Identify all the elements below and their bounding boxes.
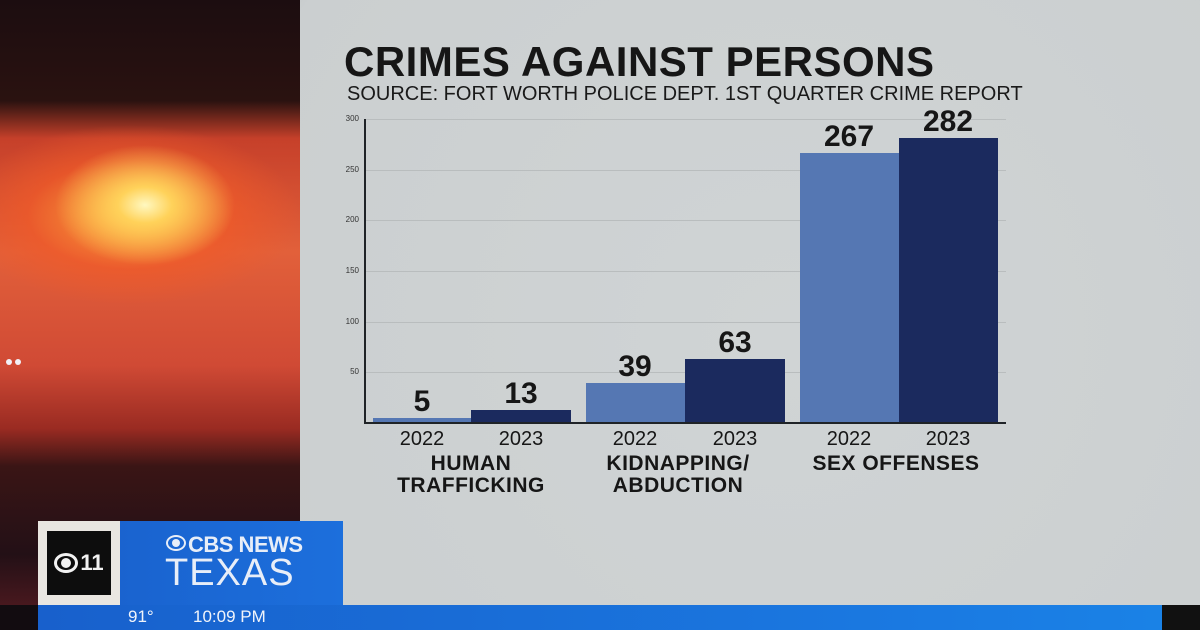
network-bug (120, 521, 343, 605)
cbs-eye-icon (54, 553, 79, 573)
graphic-panel (300, 0, 1200, 605)
value-label: 5 (413, 385, 431, 418)
category-label-line: TRAFFICKING (397, 474, 545, 497)
ticker-right-edge (1162, 605, 1200, 630)
value-label: 267 (823, 120, 875, 153)
y-axis (364, 119, 366, 424)
y-tick-300: 300 (345, 114, 359, 123)
category-label-human-trafficking: HUMAN TRAFFICKING (371, 453, 571, 497)
bar-kidnapping-2023 (685, 359, 785, 423)
bar-human-trafficking-2022 (373, 418, 471, 423)
gridline-150 (366, 271, 1006, 272)
bar-human-trafficking-2023 (471, 410, 571, 423)
year-label: 2022 (399, 428, 445, 450)
gridline-300 (366, 119, 1006, 120)
chart-title: CRIMES AGAINST PERSONS (344, 38, 935, 85)
y-tick-200: 200 (345, 215, 359, 224)
temperature: 91° (128, 607, 154, 626)
category-label-line: SEX OFFENSES (812, 452, 980, 475)
y-tick-100: 100 (345, 317, 359, 326)
y-tick-150: 150 (345, 266, 359, 275)
value-label: 13 (504, 377, 538, 410)
bar-sex-offenses-2023 (899, 138, 998, 423)
background-sphere (300, 0, 1200, 605)
value-label: 63 (718, 326, 752, 359)
bar-kidnapping-2022 (586, 383, 685, 423)
year-label: 2023 (925, 428, 971, 450)
y-tick-50: 50 (350, 367, 359, 376)
value-label: 282 (922, 105, 974, 138)
gridline-200 (366, 220, 1006, 221)
cbs-eye-icon (166, 535, 186, 551)
year-label: 2023 (712, 428, 758, 450)
x-axis (364, 422, 1006, 424)
y-tick-250: 250 (345, 165, 359, 174)
category-label-line: ABDUCTION (612, 474, 744, 497)
year-label: 2023 (498, 428, 544, 450)
category-label-kidnapping: KIDNAPPING/ ABDUCTION (578, 453, 778, 497)
network-text: CBS NEWS (188, 532, 303, 557)
light-dots (6, 352, 26, 365)
year-label: 2022 (826, 428, 872, 450)
gridline-100 (366, 322, 1006, 323)
network-name: CBS NEWS (166, 532, 303, 558)
station-number: 11 (80, 550, 104, 575)
year-label: 2022 (612, 428, 658, 450)
category-label-line: HUMAN (430, 452, 512, 475)
clock-time: 10:09 PM (193, 607, 266, 626)
ticker-bar (38, 605, 1162, 630)
bar-sex-offenses-2022 (800, 153, 899, 423)
gridline-250 (366, 170, 1006, 171)
category-label-sex-offenses: SEX OFFENSES (796, 453, 996, 475)
chart-subtitle: SOURCE: FORT WORTH POLICE DEPT. 1ST QUAR… (347, 83, 1023, 105)
cbs11-logo: 11 (47, 531, 111, 595)
value-label: 39 (618, 350, 652, 383)
category-label-line: KIDNAPPING/ (606, 452, 750, 475)
ticker-left-edge (0, 605, 38, 630)
region-name: TEXAS (165, 552, 295, 594)
